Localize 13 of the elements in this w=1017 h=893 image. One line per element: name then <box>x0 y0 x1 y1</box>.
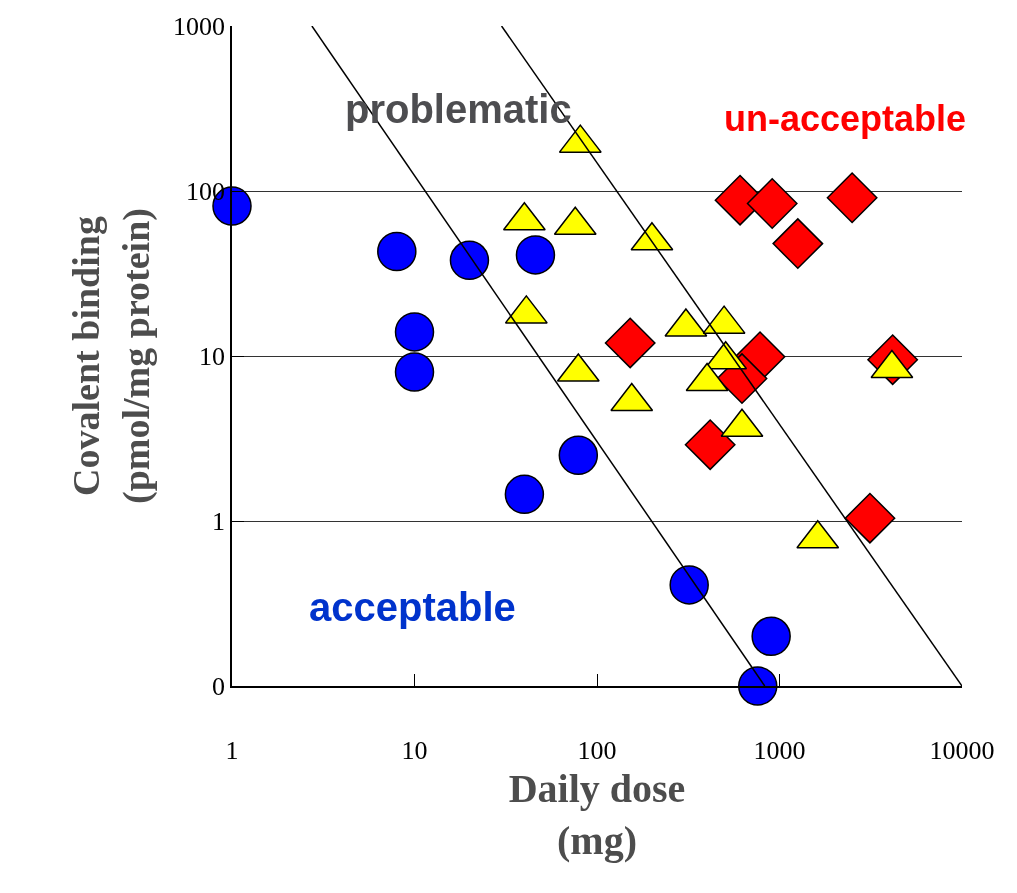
y-tick-label: 0 <box>212 672 226 702</box>
x-axis-title: Daily dose (mg) <box>508 765 686 863</box>
y-axis-title: Covalent binding (pmol/mg protein) <box>65 208 158 504</box>
x-tick-label: 10 <box>401 735 428 765</box>
x-tick-label: 10000 <box>929 735 995 765</box>
y-tick-label: 100 <box>186 177 226 207</box>
annotation: acceptable <box>309 585 516 629</box>
y-tick-label: 1000 <box>173 12 226 42</box>
y-tick-label: 1 <box>212 507 226 537</box>
y-tick-label: 10 <box>199 342 226 372</box>
x-tick-label: 100 <box>577 735 617 765</box>
x-tick-label: 1000 <box>753 735 806 765</box>
annotation: un-acceptable <box>724 98 967 139</box>
